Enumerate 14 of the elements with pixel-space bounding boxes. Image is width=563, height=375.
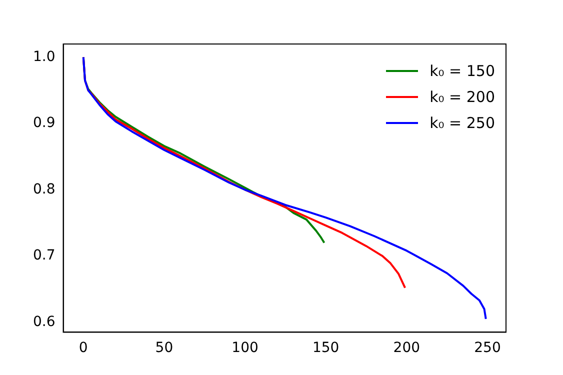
x-tick-label: 50: [155, 340, 174, 356]
y-tick-label: 0.8: [33, 181, 56, 198]
legend-label: k₀ = 250: [430, 113, 495, 134]
legend-label: k₀ = 200: [430, 87, 495, 108]
y-tick-label: 0.6: [33, 314, 56, 330]
y-tick-label: 0.9: [33, 115, 56, 132]
x-tick-label: 250: [474, 340, 501, 356]
x-tick-label: 100: [232, 340, 258, 356]
x-tick-label: 200: [393, 340, 420, 356]
y-tick-label: 0.7: [33, 248, 56, 264]
x-tick-label: 0: [78, 340, 88, 356]
x-tick-label: 150: [312, 340, 340, 356]
y-tick-label: 1.0: [33, 48, 56, 65]
legend-label: k₀ = 150: [430, 61, 495, 82]
